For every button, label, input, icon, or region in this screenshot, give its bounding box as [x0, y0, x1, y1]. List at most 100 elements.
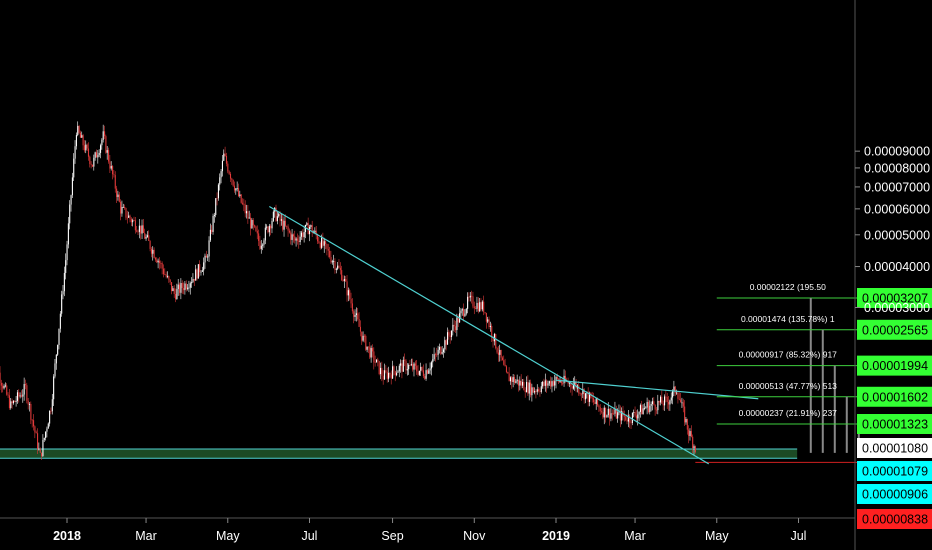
candle [657, 394, 659, 415]
candle [539, 387, 541, 397]
candle [611, 409, 613, 421]
time-axis[interactable]: 2018 Mar May Jul Sep Nov 2019 Mar May Jul [53, 518, 806, 543]
candle [22, 389, 24, 403]
candle [34, 425, 36, 439]
candle [587, 387, 589, 407]
candle [625, 416, 627, 422]
fib-level-annotation: 0.00001474 (135.78%) 1 [741, 314, 835, 324]
candle [195, 264, 197, 281]
candle [532, 386, 534, 393]
candle [35, 430, 37, 434]
candle [531, 383, 533, 402]
candle [213, 212, 215, 223]
candle [665, 390, 667, 403]
y-tick-label: 0.00006000 [864, 202, 930, 216]
candle [559, 376, 561, 383]
candle [551, 377, 553, 393]
candle [30, 401, 32, 424]
candle [355, 307, 357, 322]
candle [77, 121, 79, 137]
candle [165, 271, 167, 279]
candle [552, 379, 554, 387]
candle [485, 312, 487, 329]
candle [208, 236, 210, 263]
candle [7, 392, 9, 398]
candle [256, 225, 258, 240]
candle [233, 181, 236, 193]
candle [199, 260, 201, 277]
candle [670, 392, 672, 404]
candle [546, 379, 548, 393]
candle [354, 309, 356, 322]
candle [81, 131, 83, 138]
candle [426, 369, 428, 375]
candle [146, 231, 148, 238]
candle [359, 320, 361, 337]
candle [508, 367, 510, 382]
candle [27, 398, 29, 410]
candle [129, 214, 131, 223]
candle [188, 280, 190, 293]
candle [205, 250, 207, 258]
candle [299, 230, 301, 246]
fib-extension-tool: 0.00002122 (195.50 0.00001474 (135.78%) 1… [716, 282, 860, 453]
trendline-2[interactable] [555, 379, 759, 400]
candle [672, 389, 674, 405]
candle [593, 392, 595, 406]
candle [487, 316, 489, 324]
candle [47, 422, 49, 429]
candle [465, 307, 467, 316]
candle [345, 276, 347, 282]
candle [448, 329, 450, 340]
candle [97, 150, 99, 164]
candle [78, 124, 80, 135]
candle [191, 277, 193, 288]
candle [203, 257, 205, 276]
candle [116, 185, 118, 203]
candle [361, 331, 363, 345]
candle [109, 155, 111, 174]
candle [406, 363, 408, 376]
candle [460, 308, 462, 318]
candle [3, 383, 5, 390]
candle [335, 267, 337, 274]
trendline-1[interactable] [268, 205, 710, 465]
price-axis[interactable]: 0.00003207 0.00002565 0.00001994 0.00001602… [855, 145, 932, 529]
y-tick-label: 0.00007000 [864, 180, 930, 194]
candle [138, 219, 140, 239]
candle [244, 200, 246, 218]
candle [554, 374, 556, 391]
candle [46, 426, 48, 438]
candle [259, 235, 261, 251]
candle [250, 213, 252, 236]
candle [408, 363, 410, 375]
candle [106, 145, 108, 160]
candle [501, 356, 504, 361]
candle [530, 379, 532, 398]
candle [176, 283, 178, 300]
candle [682, 398, 684, 413]
candle [526, 376, 528, 393]
candle [177, 279, 179, 296]
candle [228, 170, 230, 175]
candle [594, 399, 596, 405]
candle [152, 246, 154, 261]
candle [125, 207, 127, 221]
candle [197, 264, 199, 279]
candle [388, 366, 390, 383]
candle [535, 389, 537, 399]
candle [75, 132, 77, 150]
candle [166, 271, 169, 279]
candle [659, 395, 662, 406]
fib-price-label: 0.00001602 [857, 386, 932, 407]
candle [50, 407, 52, 415]
candle [646, 397, 648, 415]
candle [472, 291, 474, 309]
candle [19, 392, 21, 399]
candle [61, 290, 63, 317]
candle [329, 247, 331, 259]
candle [223, 149, 225, 162]
candle [300, 230, 303, 240]
candle [132, 218, 134, 227]
